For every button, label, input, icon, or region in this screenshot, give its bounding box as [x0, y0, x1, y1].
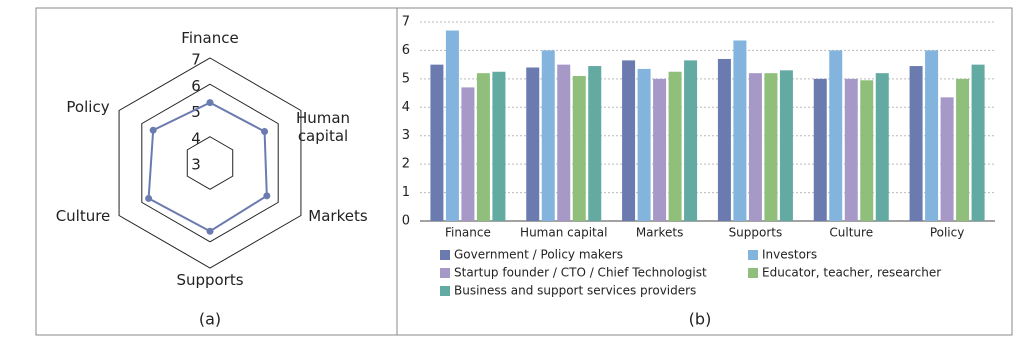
bar: [829, 50, 843, 221]
bar: [844, 78, 858, 221]
bar: [717, 58, 731, 222]
axis-label: Human capital: [295, 109, 351, 145]
bar: [875, 73, 889, 222]
bar: [971, 64, 985, 222]
y-tick-label: 7: [402, 15, 410, 30]
r-tick-label: 5: [191, 103, 201, 121]
caption: (b): [689, 310, 712, 329]
bar: [653, 78, 667, 221]
legend-swatch: [440, 250, 450, 260]
x-tick-label: Human capital: [520, 226, 607, 240]
y-tick-label: 4: [402, 100, 410, 115]
bar: [637, 68, 651, 222]
axis-label: Finance: [181, 29, 239, 47]
bar: [940, 97, 954, 221]
legend-label: Investors: [762, 248, 817, 262]
frame: [35, 7, 1013, 336]
y-tick-label: 5: [402, 71, 410, 86]
bar: [622, 60, 636, 221]
x-tick-label: Finance: [445, 226, 491, 240]
bar: [461, 87, 475, 221]
x-tick-label: Policy: [930, 226, 965, 240]
bar: [445, 30, 459, 222]
point: [261, 128, 269, 135]
r-tick-label: 6: [191, 77, 201, 95]
legend-label: Government / Policy makers: [454, 248, 623, 262]
r-tick-label: 3: [191, 156, 201, 174]
bar: [684, 60, 698, 221]
bar: [572, 76, 586, 221]
caption: (a): [199, 310, 221, 329]
bar: [909, 66, 923, 221]
grid-ring: [141, 83, 279, 243]
y-tick-label: 1: [402, 185, 410, 200]
bar: [588, 66, 602, 221]
r-tick-label: 7: [191, 51, 201, 69]
point: [263, 192, 271, 200]
bar: [733, 40, 747, 221]
legend-swatch: [440, 286, 450, 296]
legend-swatch: [440, 268, 450, 278]
point: [206, 99, 214, 107]
bar: [430, 64, 444, 222]
bar: [813, 78, 827, 221]
point: [145, 194, 153, 202]
bar: [956, 78, 970, 221]
bar: [526, 67, 540, 221]
y-tick-label: 6: [402, 43, 410, 58]
legend-label: Startup founder / CTO / Chief Technologi…: [454, 266, 707, 280]
axis-label: Policy: [66, 98, 110, 116]
point: [149, 126, 157, 134]
bar: [541, 50, 555, 221]
bar: [492, 71, 506, 221]
bar: [557, 64, 571, 222]
y-tick-label: 0: [402, 214, 410, 229]
x-tick-label: Markets: [636, 226, 684, 240]
bar: [860, 80, 874, 222]
series-line: [147, 101, 268, 233]
bar: [779, 70, 793, 221]
y-tick-label: 3: [402, 128, 410, 143]
legend-label: Educator, teacher, researcher: [762, 266, 941, 280]
axis-label: Markets: [308, 207, 368, 225]
grid-ring: [118, 57, 302, 269]
y-tick-label: 2: [402, 157, 410, 172]
axis-label: Supports: [176, 271, 244, 289]
bar: [925, 50, 939, 221]
legend-swatch: [748, 268, 758, 278]
legend-label: Business and support services providers: [454, 284, 696, 298]
bar: [764, 73, 778, 222]
bar: [476, 73, 490, 222]
legend-swatch: [748, 250, 758, 260]
grid-ring: [186, 136, 234, 190]
point: [206, 227, 214, 235]
x-tick-label: Culture: [829, 226, 873, 240]
bar: [668, 71, 682, 221]
bar: [748, 73, 762, 222]
x-tick-label: Supports: [729, 226, 783, 240]
r-tick-label: 4: [191, 129, 201, 147]
axis-label: Culture: [55, 207, 111, 225]
